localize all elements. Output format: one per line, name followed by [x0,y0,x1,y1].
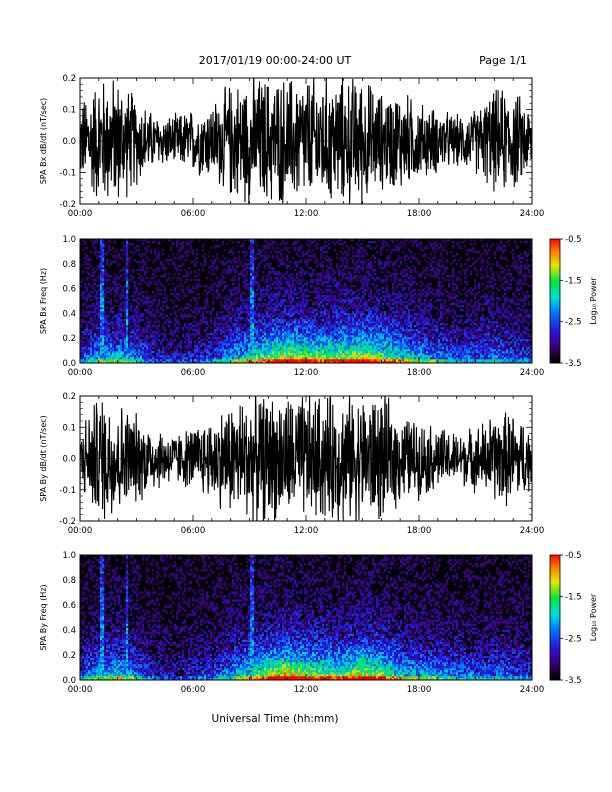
panel-axes-0: 00:00 06:00 12:00 18:00 24:00 -0.2 -0.1 0.0 0.1 0… [39,74,544,219]
x-tick-label: 18:00 [407,526,432,536]
y-tick-label: -0.2 [59,200,76,210]
colorbar: -0.5 -1.5 -2.5 -3.5 Log₁₀ Power [549,551,598,686]
y-tick-label: 0.4 [62,626,76,636]
y-tick-label: 0.2 [62,392,76,402]
time-series-trace [80,396,532,521]
colorbar-tick-label: -3.5 [565,359,582,369]
y-axis-label: SPA Bx Freq (Hz) [39,268,48,334]
colorbar-tick-label: -1.5 [565,593,582,603]
x-tick-label: 00:00 [68,685,93,695]
y-tick-label: 1.0 [62,235,76,245]
header-page-number: Page 1/1 [479,54,527,67]
colorbar-tick-label: -2.5 [565,318,582,328]
x-tick-label: 00:00 [68,209,93,219]
colorbar-tick-label: -2.5 [565,634,582,644]
y-tick-label: 0.0 [62,137,76,147]
x-tick-label: 06:00 [181,526,206,536]
y-tick-label: 0.1 [62,423,76,433]
y-tick-label: -0.2 [59,517,76,527]
y-tick-label: 0.6 [62,601,76,611]
y-tick-label: 0.4 [62,309,76,319]
x-tick-label: 24:00 [520,526,545,536]
colorbar-label: Log₁₀ Power [589,277,598,325]
x-tick-label: 24:00 [520,209,545,219]
y-axis-label: SPA Bx dB/dt (nT/sec) [39,98,48,185]
x-tick-label: 24:00 [520,368,545,378]
x-tick-label: 12:00 [294,209,319,219]
y-tick-label: 0.8 [62,260,76,270]
trace-path [80,78,532,204]
x-tick-label: 12:00 [294,526,319,536]
y-tick-label: 0.8 [62,576,76,586]
spectrogram-image [80,555,533,681]
x-tick-label: 06:00 [181,685,206,695]
colorbar: -0.5 -1.5 -2.5 -3.5 Log₁₀ Power [549,235,598,369]
y-axis-label: SPA By dB/dt (nT/sec) [39,415,48,502]
x-tick-label: 18:00 [407,685,432,695]
x-tick-label: 06:00 [181,368,206,378]
x-tick-label: 00:00 [68,526,93,536]
x-tick-label: 00:00 [68,368,93,378]
panel-axes-1: 00:00 06:00 12:00 18:00 24:00 0.0 0.2 0.4 0.6 0.8… [39,235,544,378]
x-tick-label: 12:00 [294,685,319,695]
colorbar-tick-label: -1.5 [565,276,582,286]
x-tick-label: 06:00 [181,209,206,219]
trace-path [80,396,532,521]
y-tick-label: 0.1 [62,106,76,116]
y-tick-label: 0.2 [62,334,76,344]
colorbar-tick-label: -0.5 [565,551,582,561]
y-tick-label: -0.1 [59,486,76,496]
spectrogram-image [80,239,533,364]
y-tick-label: 0.6 [62,285,76,295]
y-tick-label: 0.0 [62,676,76,686]
panel-axes-2: 00:00 06:00 12:00 18:00 24:00 -0.2 -0.1 0.0 0.1 0… [39,392,544,536]
y-tick-label: 0.0 [62,359,76,369]
x-axis-title: Universal Time (hh:mm) [212,713,339,725]
colorbar-label: Log₁₀ Power [589,593,598,641]
time-series-trace [80,78,532,204]
x-tick-label: 18:00 [407,209,432,219]
x-tick-label: 12:00 [294,368,319,378]
y-tick-label: -0.1 [59,169,76,179]
x-tick-label: 24:00 [520,685,545,695]
y-axis-label: SPA By Freq (Hz) [39,584,48,650]
colorbar-tick-label: -0.5 [565,235,582,245]
header-date-range: 2017/01/19 00:00-24:00 UT [199,54,352,67]
y-tick-label: 0.2 [62,74,76,84]
y-tick-label: 0.0 [62,455,76,465]
colorbar-tick-label: -3.5 [565,676,582,686]
x-tick-label: 18:00 [407,368,432,378]
y-tick-label: 1.0 [62,551,76,561]
panels: 00:00 06:00 12:00 18:00 24:00 -0.2 -0.1 0.0 0.1 0… [39,74,598,695]
y-tick-label: 0.2 [62,651,76,661]
panel-axes-3: 00:00 06:00 12:00 18:00 24:00 0.0 0.2 0.4 0.6 0.8… [39,551,544,695]
